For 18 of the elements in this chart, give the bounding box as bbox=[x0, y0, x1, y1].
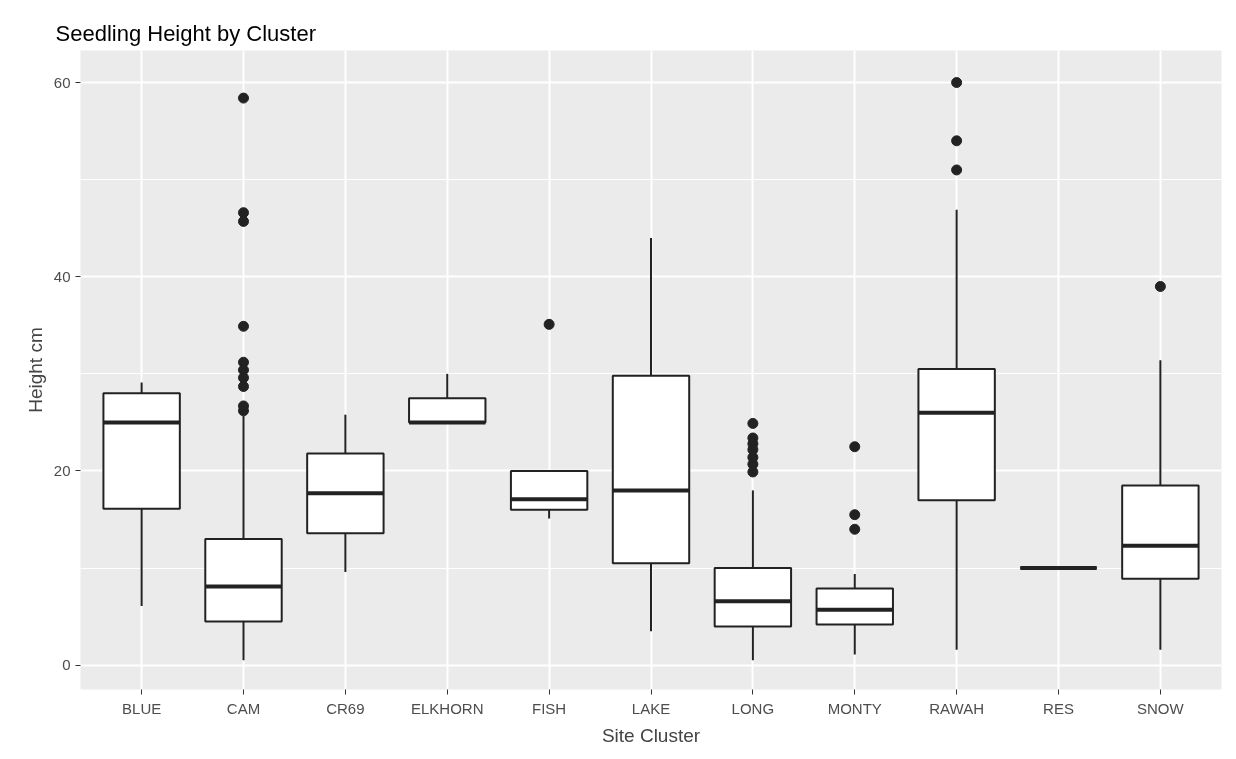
x-tick-label: BLUE bbox=[122, 699, 162, 717]
x-axis-title: Site Cluster bbox=[601, 724, 701, 746]
x-tick-label: RES bbox=[1043, 699, 1074, 717]
x-tick-label: FISH bbox=[532, 699, 567, 717]
x-tick-label: CR69 bbox=[326, 699, 365, 717]
y-tick-label: 40 bbox=[53, 267, 71, 285]
chart-title: Seedling Height by Cluster bbox=[55, 20, 316, 46]
x-tick-label: LONG bbox=[731, 699, 775, 717]
x-tick-label: CAM bbox=[226, 699, 261, 717]
y-tick-label: 20 bbox=[53, 462, 71, 479]
y-tick-label: 60 bbox=[53, 73, 71, 91]
x-tick-label: SNOW bbox=[1137, 699, 1185, 717]
y-tick-label: 0 bbox=[62, 656, 71, 674]
x-tick-label: RAWAH bbox=[929, 699, 984, 717]
x-tick-label: LAKE bbox=[631, 699, 671, 717]
y-axis-title: Height cm bbox=[24, 327, 46, 413]
x-tick-label: ELKHORN bbox=[410, 699, 484, 717]
x-tick-label: MONTY bbox=[827, 699, 882, 717]
